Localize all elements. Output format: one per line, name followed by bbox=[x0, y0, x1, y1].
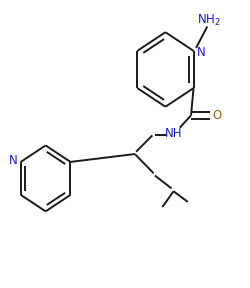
Text: O: O bbox=[211, 109, 220, 122]
Text: N: N bbox=[8, 154, 17, 167]
Text: N: N bbox=[196, 46, 205, 59]
Text: NH: NH bbox=[164, 128, 182, 141]
Text: NH$_2$: NH$_2$ bbox=[196, 13, 220, 28]
